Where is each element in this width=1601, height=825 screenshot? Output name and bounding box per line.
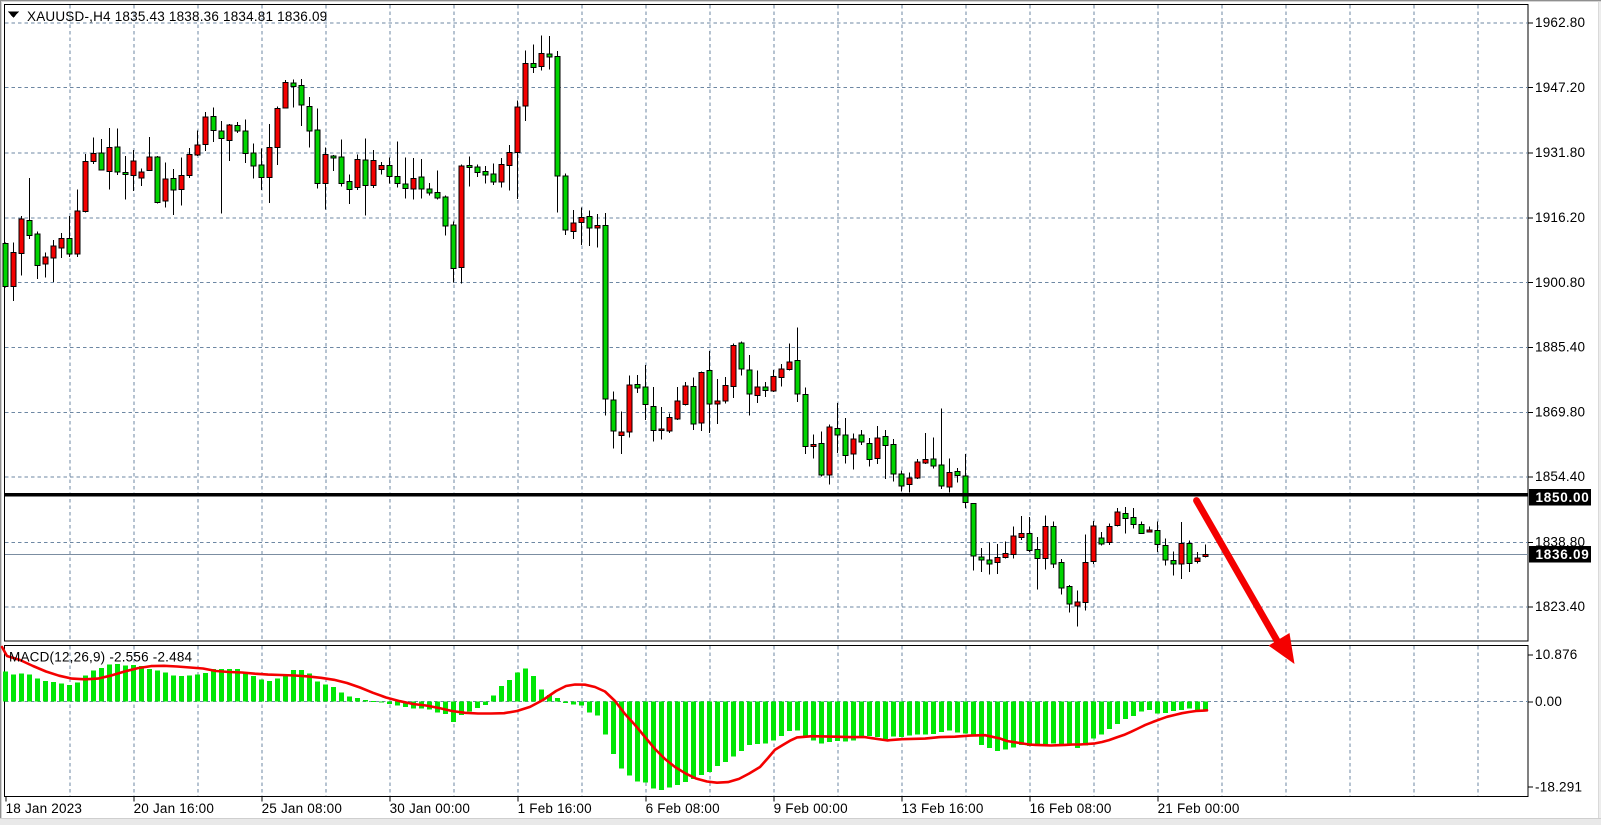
- svg-text:10.876: 10.876: [1535, 647, 1578, 662]
- svg-text:1 Feb 16:00: 1 Feb 16:00: [518, 801, 592, 816]
- svg-text:MACD(12,26,9) -2.556 -2.484: MACD(12,26,9) -2.556 -2.484: [9, 650, 193, 665]
- svg-text:9 Feb 00:00: 9 Feb 00:00: [774, 801, 848, 816]
- svg-text:1838.80: 1838.80: [1535, 535, 1585, 550]
- svg-text:1962.80: 1962.80: [1535, 15, 1585, 30]
- svg-text:1931.80: 1931.80: [1535, 145, 1585, 160]
- svg-text:1869.80: 1869.80: [1535, 405, 1585, 420]
- svg-text:16 Feb 08:00: 16 Feb 08:00: [1030, 801, 1112, 816]
- svg-text:1850.00: 1850.00: [1536, 490, 1590, 505]
- svg-text:1885.40: 1885.40: [1535, 340, 1585, 355]
- svg-text:0.00: 0.00: [1535, 694, 1562, 709]
- svg-text:25 Jan 08:00: 25 Jan 08:00: [262, 801, 342, 816]
- svg-text:1900.80: 1900.80: [1535, 275, 1585, 290]
- svg-text:30 Jan 00:00: 30 Jan 00:00: [390, 801, 470, 816]
- svg-text:18 Jan 2023: 18 Jan 2023: [6, 801, 83, 816]
- svg-text:21 Feb 00:00: 21 Feb 00:00: [1158, 801, 1240, 816]
- svg-text:1916.20: 1916.20: [1535, 210, 1585, 225]
- svg-text:1947.20: 1947.20: [1535, 80, 1585, 95]
- svg-text:20 Jan 16:00: 20 Jan 16:00: [134, 801, 214, 816]
- svg-text:1854.40: 1854.40: [1535, 469, 1585, 484]
- svg-text:6 Feb 08:00: 6 Feb 08:00: [646, 801, 720, 816]
- svg-text:-18.291: -18.291: [1535, 779, 1582, 794]
- svg-text:13 Feb 16:00: 13 Feb 16:00: [902, 801, 984, 816]
- svg-text:1836.09: 1836.09: [1536, 547, 1590, 562]
- svg-text:1823.40: 1823.40: [1535, 599, 1585, 614]
- svg-text:XAUUSD-,H4 1835.43 1838.36 18: XAUUSD-,H4 1835.43 1838.36 1834.81 1836.…: [27, 9, 327, 24]
